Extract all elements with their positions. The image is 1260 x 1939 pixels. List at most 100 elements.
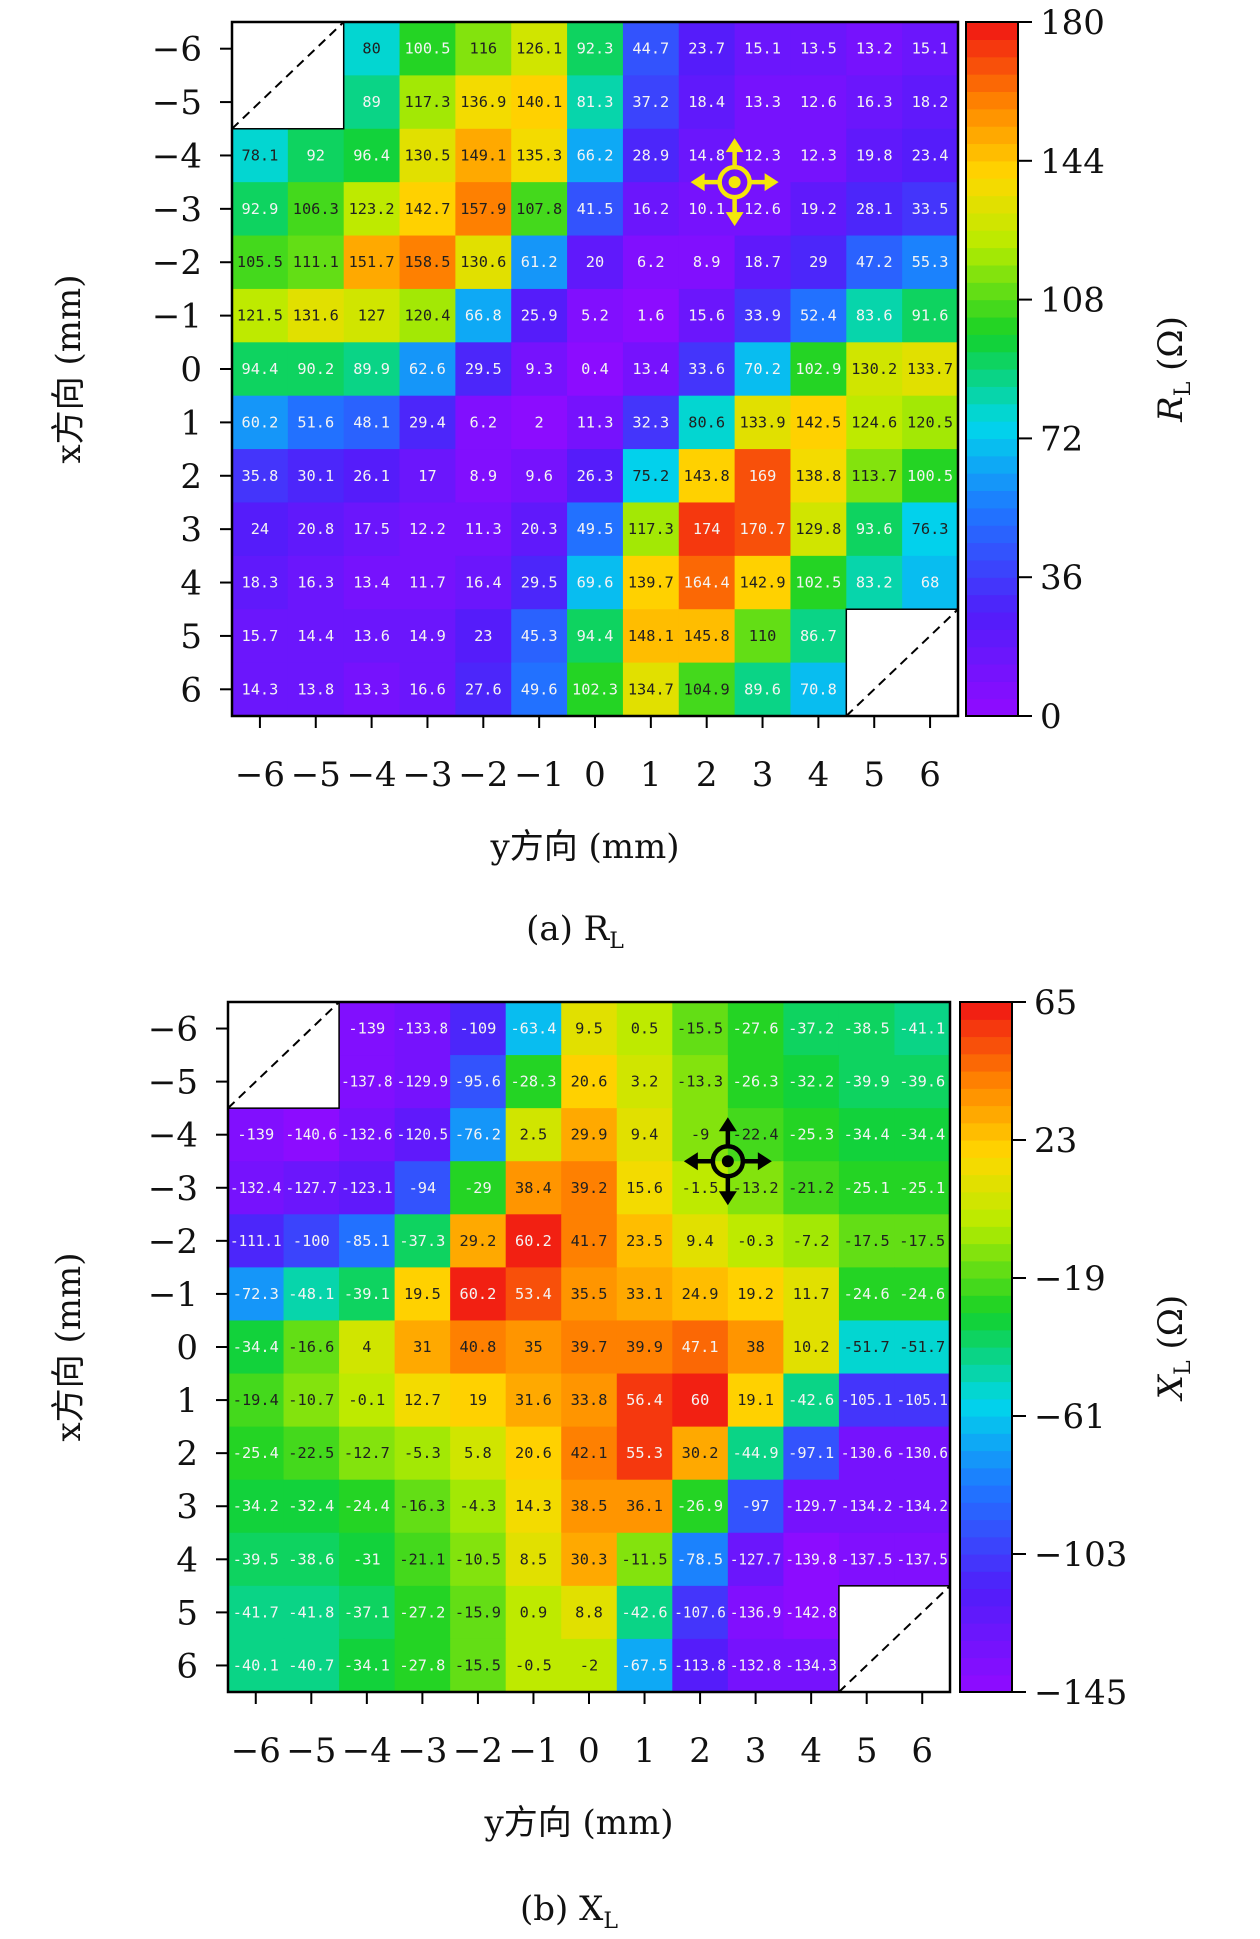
panel-b-heatmap: -139 -133.8 -109 -63.4 9.5 0.5 -15.5 -27.6 -37.2… xyxy=(49,983,1196,1934)
colorbar-band xyxy=(966,507,1018,526)
cell-value-label: -26.3 xyxy=(733,1073,779,1091)
colorbar-band xyxy=(966,455,1018,474)
colorbar-band xyxy=(960,1364,1012,1383)
heat-cell xyxy=(678,609,736,664)
cell-value-label: -134.3 xyxy=(785,1656,837,1674)
cell-value-label: 29.5 xyxy=(521,574,558,592)
heat-cell xyxy=(343,609,401,664)
x-tick-label: 1 xyxy=(640,755,662,795)
cell-value-label: 14.4 xyxy=(297,627,334,645)
heat-cell xyxy=(567,662,624,717)
heat-cell xyxy=(567,128,624,183)
x-tick-label: 2 xyxy=(696,755,718,795)
cell-value-label: 169 xyxy=(749,467,777,485)
heat-cell xyxy=(339,1320,396,1375)
colorbar-band xyxy=(966,195,1018,214)
heat-cell xyxy=(450,1638,507,1693)
cell-value-label: -107.6 xyxy=(674,1603,726,1621)
heat-cell xyxy=(616,1320,673,1375)
panel-caption: (a) RL xyxy=(526,909,624,954)
cell-value-label: 11.3 xyxy=(465,520,502,538)
heat-cell xyxy=(902,449,959,504)
heat-cell xyxy=(283,1585,340,1640)
cell-value-label: 80.6 xyxy=(688,413,725,431)
cell-value-label: -24.6 xyxy=(899,1285,945,1303)
cell-value-label: 14.3 xyxy=(515,1497,552,1515)
heat-cell xyxy=(561,1002,618,1056)
marker-arrow-head xyxy=(718,1117,737,1132)
caption-text: (b) X xyxy=(520,1889,604,1929)
heat-cell xyxy=(511,502,568,557)
heat-cell xyxy=(343,395,401,450)
cell-value-label: 100.5 xyxy=(907,467,953,485)
heat-cell xyxy=(678,395,736,450)
cell-value-label: 44.7 xyxy=(632,40,669,58)
cell-value-label: -10.7 xyxy=(288,1391,334,1409)
heat-cell xyxy=(455,662,512,717)
heat-cell xyxy=(846,128,903,183)
heat-cell xyxy=(343,182,401,237)
colorbar-frame xyxy=(965,21,1019,717)
cell-value-label: 117.3 xyxy=(404,93,450,111)
heat-cell xyxy=(228,1320,285,1375)
heat-cell xyxy=(616,1108,673,1162)
cell-value-label: 23.5 xyxy=(626,1232,663,1250)
heat-cell xyxy=(902,555,959,610)
cell-value-label: 145.8 xyxy=(684,627,730,645)
heat-cell xyxy=(894,1320,951,1375)
heat-cell xyxy=(399,395,456,450)
heat-cell xyxy=(455,128,512,183)
cell-value-label: -17.5 xyxy=(899,1232,945,1250)
heat-cell xyxy=(283,1267,340,1322)
heat-cell xyxy=(399,182,456,237)
heat-cell xyxy=(228,1426,285,1481)
x-tick-label: −2 xyxy=(453,1731,503,1771)
heat-cell xyxy=(511,182,568,237)
cell-value-label: 130.2 xyxy=(851,360,897,378)
colorbar-band xyxy=(960,1071,1012,1089)
cell-value-label: -16.3 xyxy=(399,1497,445,1515)
cell-value-label: 20 xyxy=(586,253,604,271)
x-tick-label: −2 xyxy=(458,755,508,795)
heat-cell xyxy=(838,1267,896,1322)
marker-arrow-head xyxy=(764,173,779,192)
cell-value-label: 18.2 xyxy=(912,93,949,111)
heat-cell xyxy=(790,235,847,290)
heat-cell xyxy=(287,502,345,557)
cell-value-label: -32.2 xyxy=(788,1073,834,1091)
cell-value-label: 26.3 xyxy=(577,467,614,485)
heat-cell xyxy=(561,1585,618,1640)
colorbar-band xyxy=(966,525,1018,544)
panel-caption: (b) XL xyxy=(520,1889,618,1934)
cell-value-label: 14.3 xyxy=(242,680,279,698)
heat-cell xyxy=(846,235,903,290)
cell-value-label: 30.1 xyxy=(297,467,334,485)
cell-value-label: -133.8 xyxy=(397,1020,449,1038)
heat-cell xyxy=(228,1638,285,1693)
cell-value-label: 39.9 xyxy=(626,1338,663,1356)
heat-cell xyxy=(232,502,289,557)
cell-value-label: 96.4 xyxy=(353,146,390,164)
heat-cell xyxy=(894,1002,951,1056)
cell-value-label: 45.3 xyxy=(521,627,558,645)
heat-cell xyxy=(394,1585,451,1640)
cell-value-label: -97.1 xyxy=(788,1444,834,1462)
cell-value-label: 2.5 xyxy=(520,1126,548,1144)
cell-value-label: 110 xyxy=(749,627,777,645)
heat-cell xyxy=(622,288,680,343)
heat-cell xyxy=(846,182,903,237)
colorbar-band xyxy=(960,1519,1012,1538)
colorbar-band xyxy=(960,1571,1012,1590)
cell-value-label: 18.4 xyxy=(688,93,725,111)
colorbar-title: RL (Ω) xyxy=(1151,316,1196,423)
cell-value-label: -94 xyxy=(409,1179,437,1197)
heat-cell xyxy=(902,288,959,343)
x-tick-label: 0 xyxy=(584,755,606,795)
x-tick-label: 6 xyxy=(919,755,941,795)
heat-cell xyxy=(838,1055,896,1109)
colorbar-band xyxy=(960,1260,1012,1279)
heat-cell xyxy=(283,1161,340,1215)
y-tick-label: −5 xyxy=(152,83,202,123)
heat-cell xyxy=(283,1532,340,1587)
cell-value-label: 60.2 xyxy=(515,1232,552,1250)
